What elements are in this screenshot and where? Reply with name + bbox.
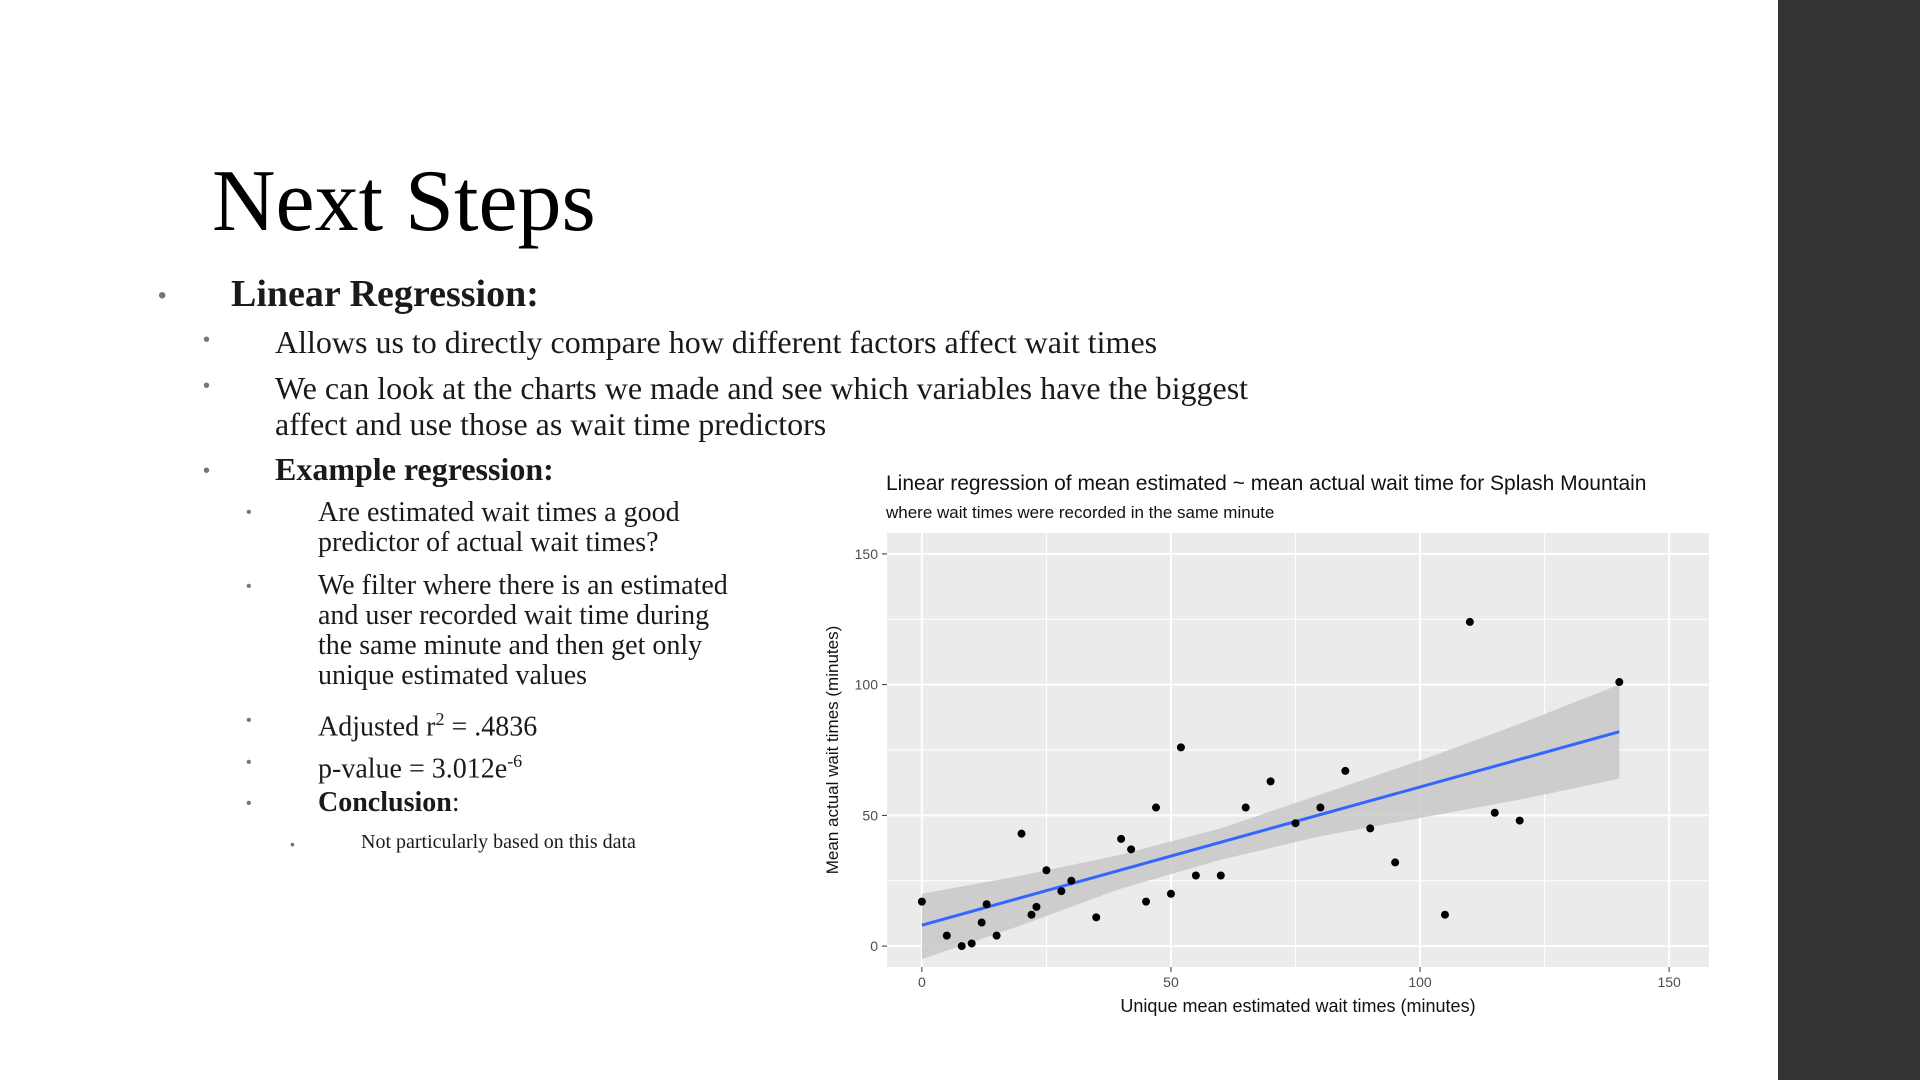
data-point [1316, 803, 1325, 812]
data-point [1067, 876, 1076, 885]
data-point [1142, 897, 1151, 906]
major-gridlines [887, 533, 1709, 967]
x-axis-ticks: 0 50 100 150 [918, 967, 1681, 990]
x-tick-label: 150 [1657, 974, 1681, 990]
confidence-band [921, 684, 1620, 960]
y-tick-label: 50 [862, 807, 878, 823]
data-point [977, 918, 986, 927]
data-point [1057, 887, 1066, 896]
sub-filter-line1: We filter where there is an estimated [318, 570, 728, 601]
conclusion-label: Conclusion: [318, 787, 460, 818]
dark-sidebar [1778, 0, 1920, 1080]
y-tick-label: 150 [855, 546, 879, 562]
conclusion-text: Not particularly based on this data [361, 831, 636, 853]
x-tick-label: 100 [1408, 974, 1432, 990]
data-point [1391, 858, 1400, 867]
regression-scatter-chart: 0 50 100 150 0 50 100 150 Unique mean estimate… [823, 533, 1709, 1016]
data-point [1241, 803, 1250, 812]
data-point [1440, 910, 1449, 919]
data-point [1092, 913, 1101, 922]
data-point [967, 939, 976, 948]
data-point [1176, 743, 1185, 752]
bullet-icon: • [246, 795, 252, 812]
data-point [1615, 678, 1624, 687]
sub-filter-line4: unique estimated values [318, 660, 588, 691]
data-point [1366, 824, 1375, 833]
example-heading: Example regression: [275, 451, 554, 487]
data-point [1341, 766, 1350, 775]
data-point [1032, 902, 1041, 911]
data-point [1027, 910, 1036, 919]
y-tick-label: 0 [870, 938, 878, 954]
y-tick-label: 100 [855, 677, 879, 693]
x-tick-label: 50 [1163, 974, 1179, 990]
data-point [1127, 845, 1136, 854]
data-point [1216, 871, 1225, 880]
data-points [917, 617, 1624, 951]
data-point [982, 900, 991, 909]
bullet-icon: • [203, 375, 211, 397]
point-compare-factors: Allows us to directly compare how differ… [275, 324, 1158, 360]
sub-filter-line2: and user recorded wait time during [318, 600, 710, 631]
bullet-icon: • [246, 504, 252, 521]
slide-title: Next Steps [212, 153, 596, 250]
point-charts-line2: affect and use those as wait time predic… [275, 406, 827, 442]
data-point [942, 931, 951, 940]
bullet-icon: • [158, 282, 167, 309]
data-point [1515, 816, 1524, 825]
y-axis-ticks: 0 50 100 150 [855, 546, 887, 954]
data-point [957, 942, 966, 951]
sub-filter-line3: the same minute and then get only [318, 630, 703, 661]
data-point [1465, 617, 1474, 626]
p-value: p-value = 3.012e-6 [318, 751, 523, 785]
regression-line [921, 730, 1620, 927]
bullet-icon: • [203, 460, 211, 482]
data-point [1017, 829, 1026, 838]
x-axis-label: Unique mean estimated wait times (minute… [1120, 996, 1475, 1016]
section-heading: Linear Regression: [231, 273, 539, 315]
x-tick-label: 0 [918, 974, 926, 990]
sub-good-predictor-line1: Are estimated wait times a good [318, 497, 680, 528]
chart-subtitle: where wait times were recorded in the sa… [886, 503, 1275, 522]
bullet-icon: • [203, 329, 211, 351]
data-point [1166, 889, 1175, 898]
y-axis-label: Mean actual wait times (minutes) [823, 626, 842, 874]
bullet-icon: • [246, 578, 252, 595]
chart-title: Linear regression of mean estimated ~ me… [886, 472, 1647, 495]
data-point [917, 897, 926, 906]
data-point [992, 931, 1001, 940]
data-point [1152, 803, 1161, 812]
data-point [1490, 808, 1499, 817]
bullet-icon: • [290, 836, 295, 852]
point-charts-line1: We can look at the charts we made and se… [275, 370, 1249, 406]
bullet-icon: • [246, 712, 252, 729]
slide: Next Steps • Linear Regression: • Allows… [158, 153, 1709, 1016]
data-point [1191, 871, 1200, 880]
data-point [1291, 819, 1300, 828]
sub-good-predictor-line2: predictor of actual wait times? [318, 527, 659, 558]
data-point [1042, 866, 1051, 875]
data-point [1266, 777, 1275, 786]
bullet-icon: • [246, 754, 252, 771]
adjusted-r2: Adjusted r2 = .4836 [318, 709, 538, 743]
data-point [1117, 834, 1126, 843]
